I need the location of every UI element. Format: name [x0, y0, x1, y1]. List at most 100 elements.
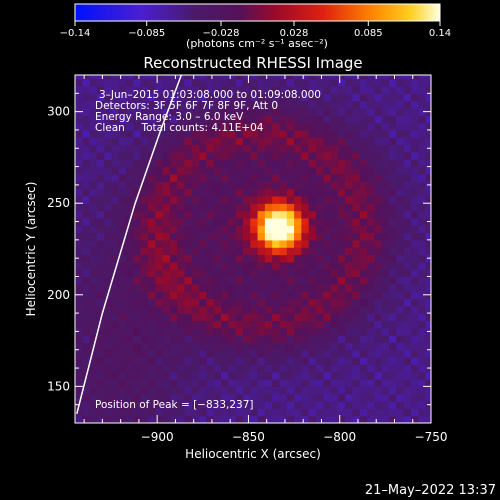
- heatmap-cell: [308, 107, 317, 116]
- heatmap-cell: [148, 320, 156, 329]
- heatmap-cell: [213, 327, 222, 336]
- heatmap-cell: [126, 225, 135, 234]
- heatmap-cell: [104, 188, 113, 197]
- heatmap-cell: [315, 393, 324, 402]
- heatmap-cell: [96, 386, 105, 395]
- heatmap-cell: [279, 247, 288, 256]
- heatmap-cell: [75, 129, 83, 138]
- heatmap-cell: [286, 217, 295, 226]
- heatmap-cell: [279, 254, 288, 263]
- heatmap-cell: [367, 144, 375, 153]
- heatmap-cell: [418, 313, 427, 322]
- heatmap-cell: [191, 188, 200, 197]
- heatmap-cell: [184, 408, 193, 417]
- heatmap-cell: [148, 283, 156, 292]
- heatmap-cell: [418, 364, 427, 373]
- heatmap-cell: [286, 327, 295, 336]
- heatmap-cell: [418, 401, 427, 409]
- heatmap-cell: [242, 159, 251, 168]
- heatmap-cell: [410, 203, 419, 212]
- heatmap-cell: [235, 327, 244, 336]
- heatmap-cell: [89, 254, 98, 263]
- heatmap-cell: [250, 181, 259, 190]
- heatmap-cell: [148, 327, 156, 336]
- heatmap-cell: [184, 379, 193, 387]
- heatmap-cell: [213, 415, 222, 423]
- heatmap-cell: [133, 188, 142, 197]
- heatmap-cell: [199, 107, 208, 116]
- heatmap-cell: [250, 335, 259, 344]
- heatmap-cell: [126, 313, 135, 322]
- heatmap-cell: [330, 107, 339, 116]
- heatmap-cell: [82, 305, 91, 314]
- heatmap-cell: [228, 283, 237, 292]
- heatmap-cell: [345, 181, 354, 190]
- heatmap-cell: [330, 93, 339, 102]
- heatmap-cell: [228, 188, 237, 197]
- heatmap-cell: [425, 357, 431, 365]
- heatmap-cell: [82, 298, 91, 307]
- heatmap-cell: [96, 320, 105, 329]
- heatmap-cell: [126, 415, 135, 423]
- heatmap-cell: [118, 78, 127, 87]
- heatmap-cell: [162, 320, 171, 329]
- heatmap-cell: [257, 151, 266, 160]
- heatmap-cell: [177, 181, 186, 190]
- heatmap-cell: [403, 261, 412, 270]
- heatmap-cell: [294, 159, 302, 168]
- heatmap-cell: [89, 393, 98, 402]
- heatmap-cell: [418, 75, 427, 80]
- heatmap-cell: [286, 357, 295, 365]
- heatmap-cell: [155, 327, 164, 336]
- heatmap-cell: [199, 313, 208, 322]
- heatmap-cell: [279, 239, 288, 248]
- heatmap-cell: [126, 181, 135, 190]
- heatmap-cell: [221, 357, 229, 365]
- heatmap-cell: [82, 415, 91, 423]
- heatmap-cell: [308, 210, 317, 219]
- heatmap-cell: [381, 137, 390, 146]
- heatmap-cell: [89, 166, 98, 175]
- heatmap-cell: [418, 327, 427, 336]
- heatmap-cell: [177, 335, 186, 344]
- heatmap-cell: [403, 305, 412, 314]
- heatmap-cell: [148, 364, 156, 373]
- heatmap-cell: [155, 261, 164, 270]
- heatmap-cell: [162, 357, 171, 365]
- heatmap-cell: [345, 159, 354, 168]
- heatmap-cell: [228, 151, 237, 160]
- heatmap-cell: [418, 415, 427, 423]
- heatmap-cell: [264, 349, 273, 358]
- heatmap-cell: [184, 181, 193, 190]
- heatmap-cell: [155, 379, 164, 387]
- heatmap-cell: [213, 408, 222, 417]
- heatmap-cell: [294, 254, 302, 263]
- heatmap-cell: [418, 291, 427, 300]
- heatmap-cell: [126, 166, 135, 175]
- heatmap-cell: [410, 283, 419, 292]
- heatmap-cell: [199, 276, 208, 285]
- heatmap-cell: [389, 247, 397, 256]
- heatmap-cell: [75, 313, 83, 322]
- heatmap-cell: [140, 401, 149, 409]
- heatmap-cell: [242, 173, 251, 182]
- heatmap-cell: [367, 401, 375, 409]
- heatmap-cell: [242, 225, 251, 234]
- heatmap-cell: [396, 269, 405, 278]
- heatmap-cell: [228, 305, 237, 314]
- heatmap-cell: [82, 85, 91, 94]
- heatmap-cell: [279, 181, 288, 190]
- heatmap-cell: [272, 415, 281, 423]
- heatmap-cell: [257, 335, 266, 344]
- heatmap-cell: [301, 261, 310, 270]
- heatmap-cell: [279, 371, 288, 380]
- heatmap-cell: [228, 122, 237, 131]
- heatmap-cell: [374, 75, 383, 80]
- heatmap-cell: [111, 283, 120, 292]
- heatmap-cell: [425, 151, 431, 160]
- heatmap-cell: [337, 415, 346, 423]
- heatmap-cell: [403, 203, 412, 212]
- heatmap-cell: [345, 298, 354, 307]
- heatmap-cell: [235, 225, 244, 234]
- heatmap-cell: [184, 254, 193, 263]
